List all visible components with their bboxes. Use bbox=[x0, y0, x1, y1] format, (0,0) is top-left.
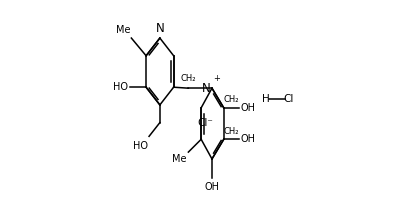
Text: OH: OH bbox=[205, 182, 220, 192]
Text: HO: HO bbox=[113, 82, 129, 92]
Text: +: + bbox=[213, 74, 220, 83]
Text: Me: Me bbox=[116, 25, 130, 35]
Text: HO: HO bbox=[133, 141, 148, 151]
Text: CH₂: CH₂ bbox=[181, 74, 196, 83]
Text: OH: OH bbox=[241, 134, 255, 144]
Text: Me: Me bbox=[172, 154, 186, 164]
Text: H: H bbox=[262, 94, 269, 104]
Text: OH: OH bbox=[241, 103, 255, 113]
Text: Cl⁻: Cl⁻ bbox=[197, 118, 213, 128]
Text: Cl: Cl bbox=[283, 94, 294, 104]
Text: CH₂: CH₂ bbox=[223, 95, 239, 104]
Text: N: N bbox=[155, 22, 164, 34]
Text: N: N bbox=[202, 82, 211, 95]
Text: CH₂: CH₂ bbox=[223, 127, 239, 136]
